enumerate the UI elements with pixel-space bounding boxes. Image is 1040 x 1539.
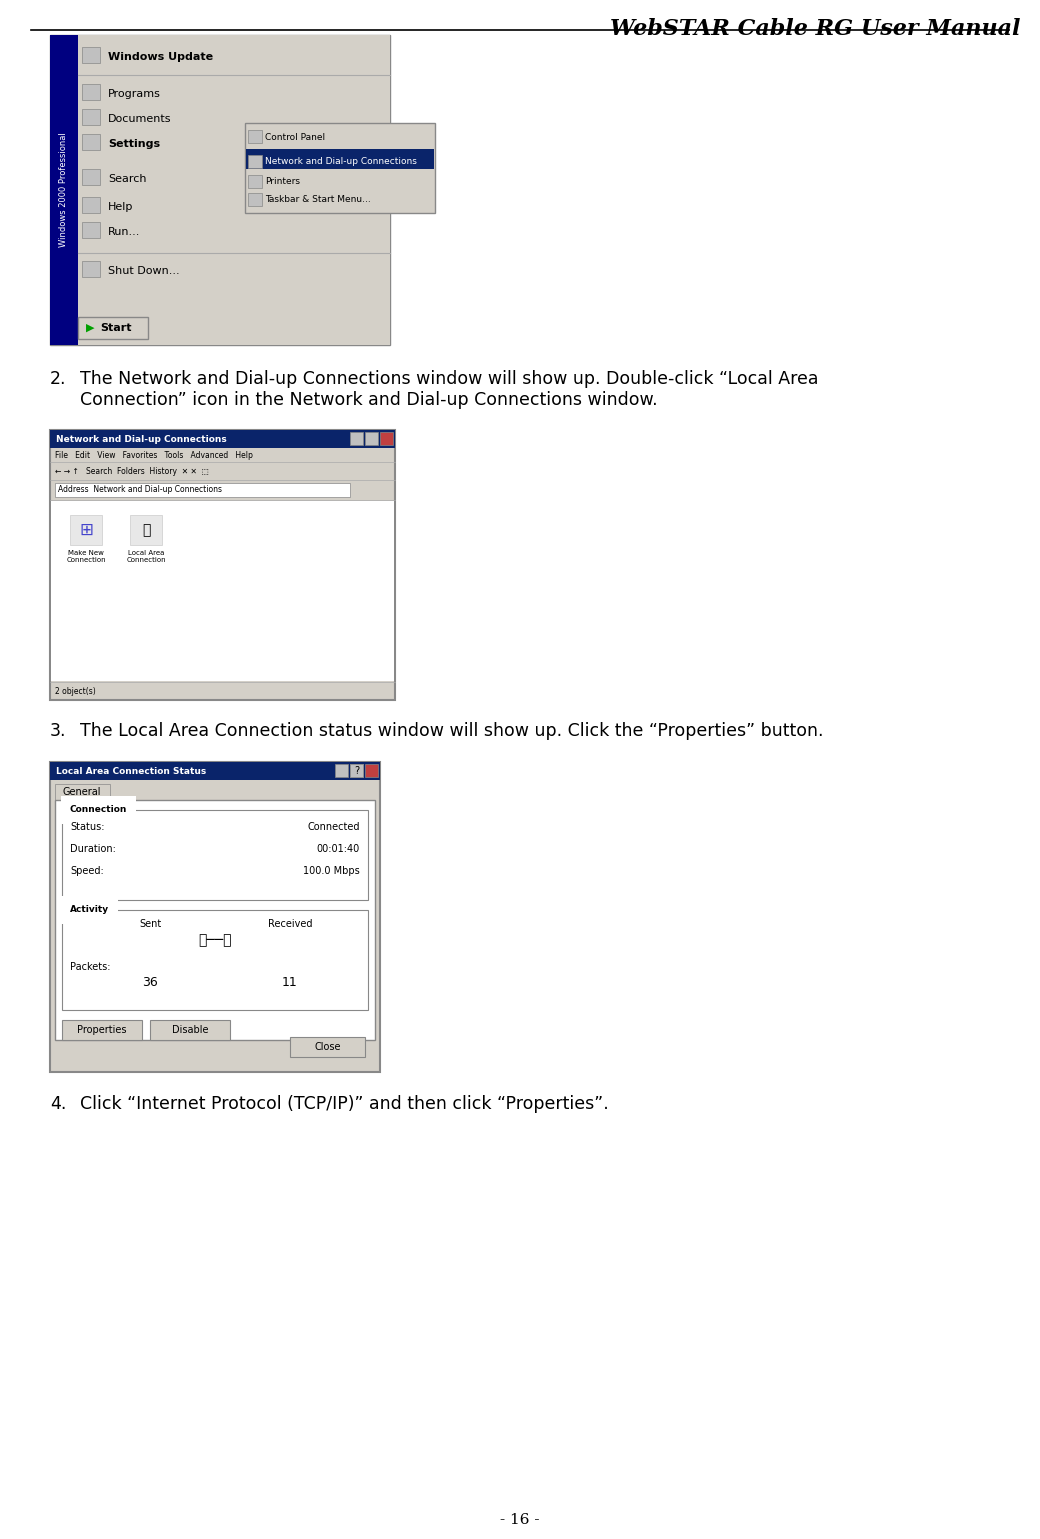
Text: 00:01:40: 00:01:40 bbox=[317, 843, 360, 854]
Text: 11: 11 bbox=[282, 976, 297, 988]
Text: Network and Dial-up Connections: Network and Dial-up Connections bbox=[56, 434, 227, 443]
Bar bbox=[50, 35, 78, 345]
Bar bbox=[50, 429, 395, 448]
Text: Programs: Programs bbox=[108, 89, 161, 98]
Bar bbox=[55, 800, 375, 1040]
Text: WebSTAR Cable RG User Manual: WebSTAR Cable RG User Manual bbox=[609, 18, 1020, 40]
Text: Shut Down...: Shut Down... bbox=[108, 266, 180, 275]
Bar bbox=[365, 432, 378, 445]
Text: Close: Close bbox=[315, 1042, 341, 1053]
Text: General: General bbox=[62, 786, 101, 797]
Text: Search: Search bbox=[108, 174, 147, 185]
Bar bbox=[380, 432, 393, 445]
Bar bbox=[248, 155, 262, 168]
Text: 4.: 4. bbox=[50, 1096, 67, 1113]
Bar bbox=[130, 516, 162, 545]
Bar bbox=[50, 762, 380, 780]
Text: Speed:: Speed: bbox=[70, 866, 104, 876]
Text: Properties: Properties bbox=[77, 1025, 127, 1036]
Bar bbox=[82, 197, 100, 212]
Text: Disable: Disable bbox=[172, 1025, 208, 1036]
Text: 🖥: 🖥 bbox=[141, 523, 150, 537]
Bar bbox=[82, 222, 100, 239]
Bar bbox=[150, 1020, 230, 1040]
Text: 2.: 2. bbox=[50, 369, 67, 388]
Bar bbox=[82, 169, 100, 185]
Bar bbox=[55, 783, 110, 800]
Text: Connected: Connected bbox=[308, 822, 360, 833]
Text: File   Edit   View   Favorites   Tools   Advanced   Help: File Edit View Favorites Tools Advanced … bbox=[55, 451, 253, 460]
Text: ?: ? bbox=[355, 766, 360, 776]
Bar bbox=[248, 175, 262, 188]
Text: Help: Help bbox=[108, 202, 133, 212]
Bar bbox=[51, 502, 394, 680]
Text: Duration:: Duration: bbox=[70, 843, 115, 854]
Text: Start: Start bbox=[100, 323, 131, 332]
Bar bbox=[78, 317, 148, 339]
Text: Windows Update: Windows Update bbox=[108, 52, 213, 62]
Text: 🖥──🖥: 🖥──🖥 bbox=[199, 933, 232, 946]
Bar bbox=[50, 429, 395, 700]
Text: Windows 2000 Professional: Windows 2000 Professional bbox=[59, 132, 69, 248]
Text: 2 object(s): 2 object(s) bbox=[55, 686, 96, 696]
Text: Received: Received bbox=[267, 919, 312, 930]
Text: Run...: Run... bbox=[108, 226, 140, 237]
Bar bbox=[365, 763, 378, 777]
Bar bbox=[70, 516, 102, 545]
Bar bbox=[350, 763, 363, 777]
Text: 100.0 Mbps: 100.0 Mbps bbox=[304, 866, 360, 876]
Text: Local Area
Connection: Local Area Connection bbox=[126, 549, 165, 563]
Text: The Local Area Connection status window will show up. Click the “Properties” but: The Local Area Connection status window … bbox=[80, 722, 824, 740]
Text: Packets:: Packets: bbox=[70, 962, 110, 973]
Bar bbox=[82, 48, 100, 63]
Text: Network and Dial-up Connections: Network and Dial-up Connections bbox=[265, 157, 417, 166]
Bar bbox=[248, 192, 262, 206]
Text: ← → ↑   Search  Folders  History  ✕ ✕  ⬚: ← → ↑ Search Folders History ✕ ✕ ⬚ bbox=[55, 468, 209, 477]
Bar bbox=[82, 109, 100, 125]
Text: Printers: Printers bbox=[265, 177, 300, 186]
Text: 36: 36 bbox=[142, 976, 158, 988]
Text: Activity: Activity bbox=[70, 905, 109, 914]
Bar bbox=[62, 910, 368, 1010]
Text: Connection: Connection bbox=[70, 805, 127, 814]
Bar bbox=[350, 763, 363, 777]
Bar bbox=[335, 763, 348, 777]
Text: Control Panel: Control Panel bbox=[265, 132, 326, 142]
Text: Make New
Connection: Make New Connection bbox=[67, 549, 106, 563]
Bar bbox=[82, 85, 100, 100]
Text: Click “Internet Protocol (TCP/IP)” and then click “Properties”.: Click “Internet Protocol (TCP/IP)” and t… bbox=[80, 1096, 608, 1113]
Text: ▶: ▶ bbox=[86, 323, 95, 332]
Text: Settings: Settings bbox=[108, 139, 160, 149]
Text: 3.: 3. bbox=[50, 722, 67, 740]
Bar bbox=[248, 129, 262, 143]
Bar bbox=[78, 35, 390, 345]
Text: Status:: Status: bbox=[70, 822, 104, 833]
Bar bbox=[50, 35, 390, 345]
Bar bbox=[82, 262, 100, 277]
Bar bbox=[290, 1037, 365, 1057]
Bar bbox=[50, 762, 380, 1073]
Text: Local Area Connection Status: Local Area Connection Status bbox=[56, 766, 206, 776]
Text: ⊞: ⊞ bbox=[79, 522, 93, 539]
Text: Taskbar & Start Menu...: Taskbar & Start Menu... bbox=[265, 195, 370, 205]
Bar bbox=[350, 432, 363, 445]
Bar bbox=[62, 810, 368, 900]
Text: Sent: Sent bbox=[139, 919, 161, 930]
Text: - 16 -: - 16 - bbox=[500, 1513, 540, 1527]
Text: Documents: Documents bbox=[108, 114, 172, 125]
Bar bbox=[245, 123, 435, 212]
Bar bbox=[246, 149, 434, 169]
Bar bbox=[55, 483, 350, 497]
Bar bbox=[82, 134, 100, 149]
Bar bbox=[62, 1020, 142, 1040]
Text: Address  Network and Dial-up Connections: Address Network and Dial-up Connections bbox=[58, 485, 222, 494]
Text: The Network and Dial-up Connections window will show up. Double-click “Local Are: The Network and Dial-up Connections wind… bbox=[80, 369, 818, 409]
